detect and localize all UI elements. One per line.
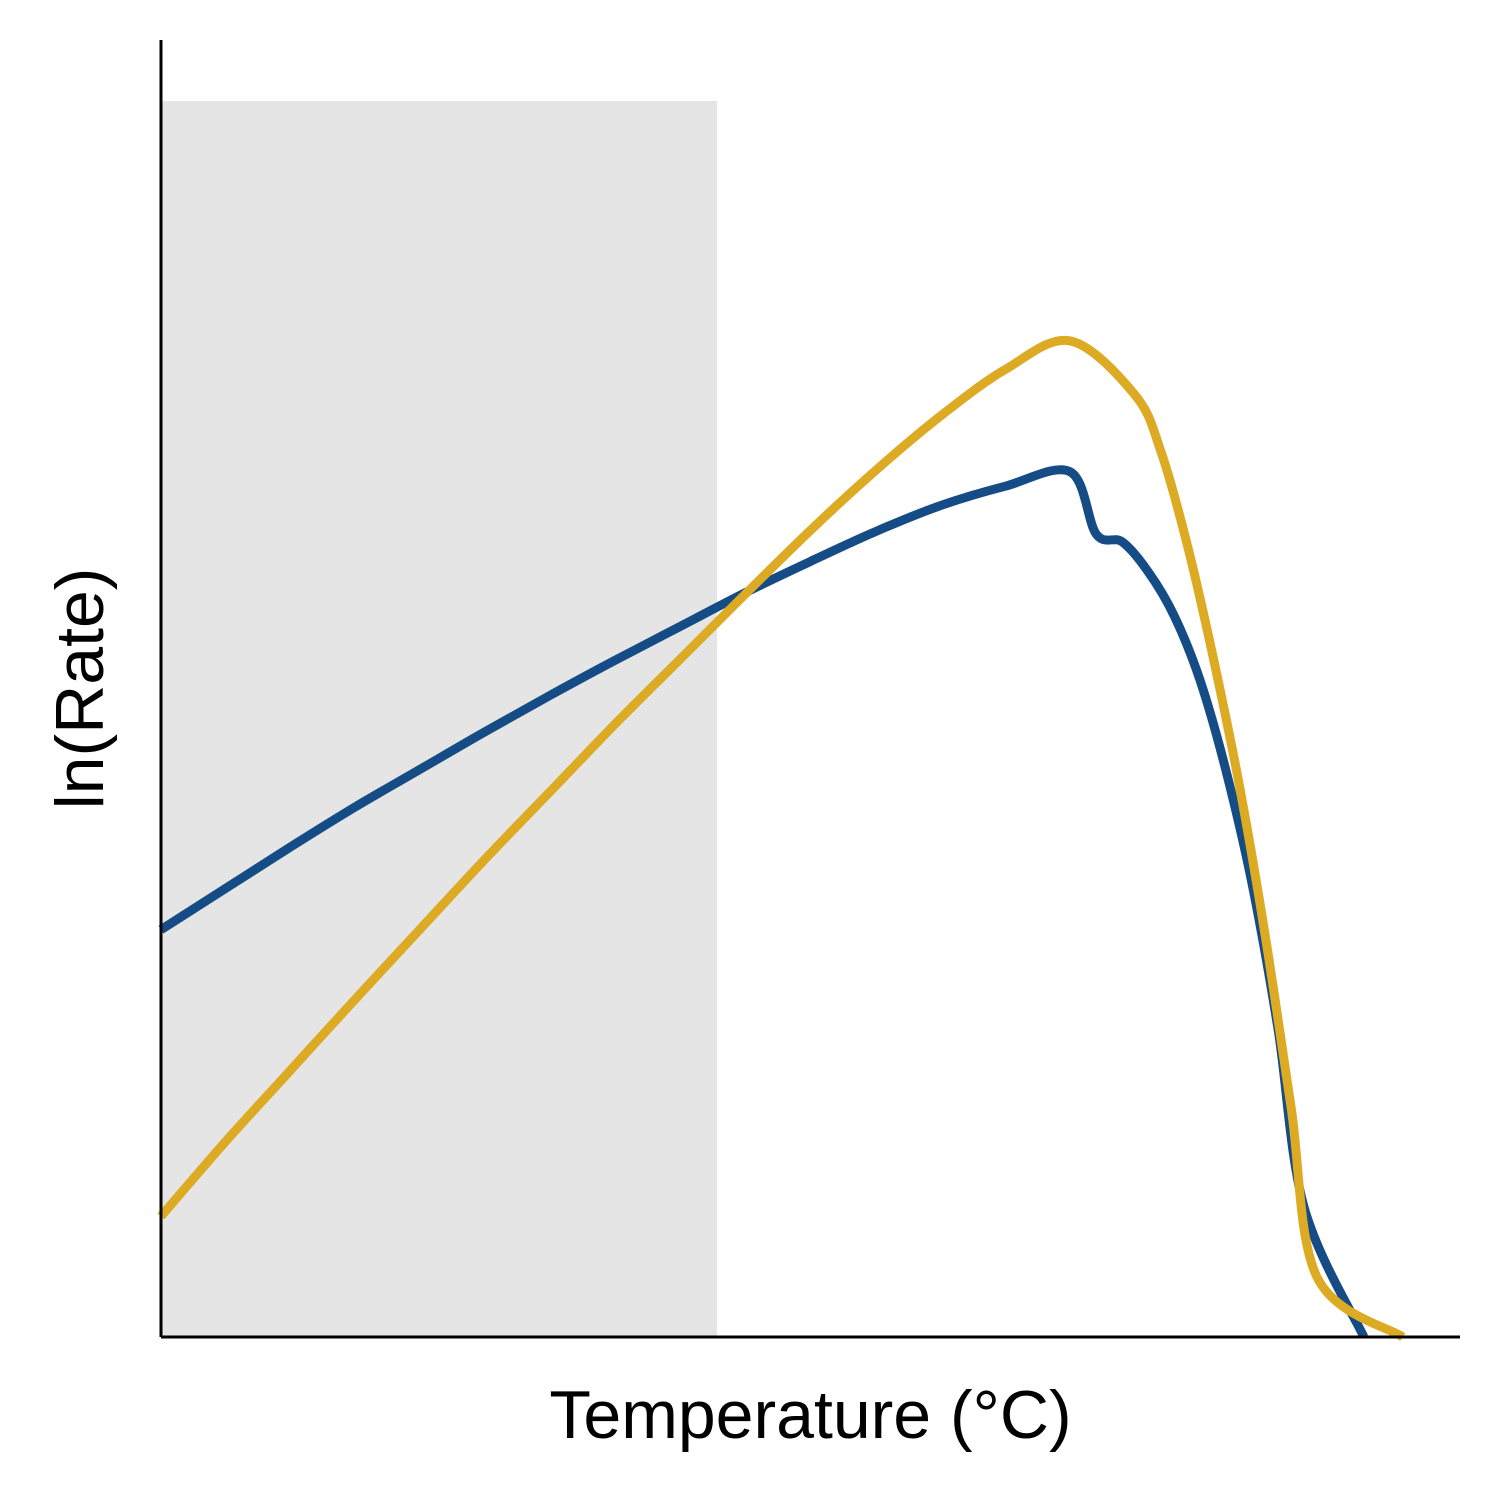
series-layer <box>157 335 1406 1341</box>
series-line-1 <box>158 465 1368 1339</box>
x-axis-title: Temperature (°C) <box>549 1377 1071 1453</box>
y-axis-title: ln(Rate) <box>42 568 118 810</box>
series-line-2 <box>157 335 1406 1341</box>
shaded-region <box>161 100 717 1338</box>
